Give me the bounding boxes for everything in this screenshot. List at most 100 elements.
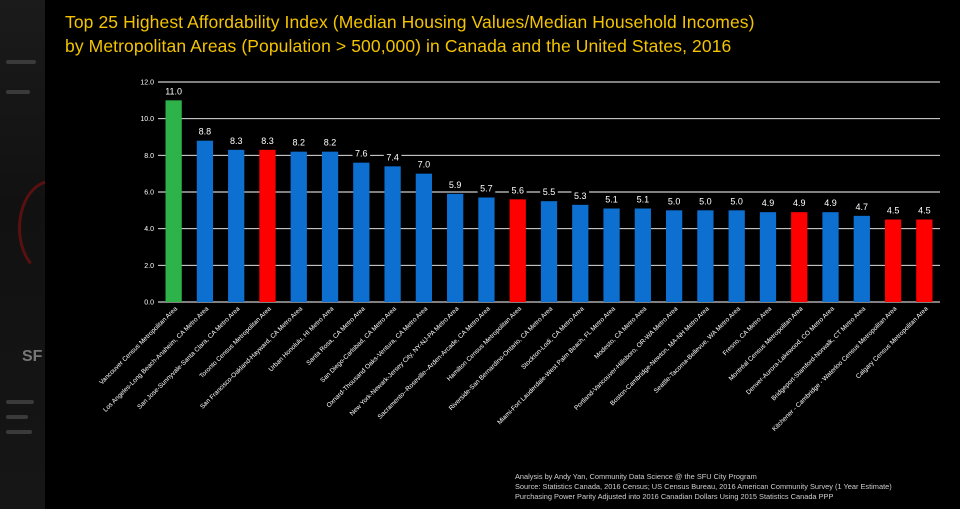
data-label: 5.0	[699, 196, 712, 206]
bar	[165, 100, 182, 302]
bar	[759, 212, 777, 302]
chart-title-line-1: Top 25 Highest Affordability Index (Medi…	[65, 12, 755, 32]
data-label-background	[415, 158, 433, 170]
bar	[728, 210, 745, 302]
source-note: Analysis by Andy Yan, Community Data Sci…	[515, 472, 892, 502]
bar	[884, 219, 902, 302]
background-text-line	[6, 60, 36, 64]
data-label-background	[289, 136, 308, 148]
data-label: 7.6	[355, 149, 368, 159]
x-tick-label: Urban Honolulu, HI Metro Area	[268, 305, 336, 373]
data-label-background	[540, 186, 558, 198]
data-label: 4.5	[887, 206, 900, 216]
bar	[290, 151, 307, 302]
data-label-background	[162, 85, 186, 97]
source-line-2: Source: Statistics Canada, 2016 Census; …	[515, 482, 892, 491]
background-heading: SF	[22, 348, 43, 365]
bar	[259, 149, 276, 302]
data-label: 5.1	[605, 195, 618, 205]
data-label: 8.3	[230, 136, 243, 146]
y-tick-label: 4.0	[144, 226, 154, 233]
data-label: 5.6	[511, 185, 524, 195]
data-label-background	[321, 136, 339, 148]
data-label-background	[696, 195, 715, 207]
data-label: 5.5	[543, 187, 556, 197]
background-page: SF	[0, 0, 84, 509]
bar	[665, 210, 683, 302]
y-tick-label: 2.0	[144, 263, 154, 270]
data-label: 11.0	[165, 86, 182, 96]
x-tick-label: Sacramento--Roseville--Arden-Arcade, CA …	[377, 305, 493, 421]
bar	[603, 208, 620, 302]
y-tick-label: 12.0	[140, 80, 154, 87]
data-label: 7.4	[386, 152, 399, 162]
bar	[822, 212, 839, 302]
data-label-background	[196, 125, 214, 137]
background-text-line	[6, 415, 28, 419]
background-text-line	[6, 400, 34, 404]
source-line-3: Purchasing Power Parity Adjusted into 20…	[515, 492, 834, 501]
data-label-background	[759, 197, 777, 209]
chart-title-line-2: by Metropolitan Areas (Population > 500,…	[65, 36, 732, 56]
data-label: 8.8	[199, 127, 212, 137]
data-label-background	[571, 189, 590, 201]
bar	[572, 204, 589, 302]
data-label-background	[790, 197, 809, 209]
bar	[478, 197, 495, 302]
bar	[384, 166, 401, 302]
data-label: 4.9	[793, 198, 806, 208]
bar	[540, 201, 558, 302]
y-tick-label: 8.0	[144, 153, 154, 160]
data-label: 4.9	[824, 198, 837, 208]
data-label-background	[884, 204, 902, 216]
source-line-1: Analysis by Andy Yan, Community Data Sci…	[515, 472, 757, 481]
data-label-background	[727, 195, 746, 207]
x-tick-label: Calgary Census Metropolitan Area	[855, 305, 930, 380]
data-label: 4.9	[762, 198, 775, 208]
bar	[447, 193, 464, 302]
bar	[509, 199, 526, 302]
data-label: 5.0	[730, 196, 743, 206]
bar	[353, 162, 370, 302]
data-label-background	[853, 200, 871, 212]
y-tick-label: 0.0	[144, 300, 154, 307]
chart-slide: Top 25 Highest Affordability Index (Medi…	[45, 0, 960, 509]
data-label-background	[665, 195, 683, 207]
x-tick-label: Los Angeles-Long Beach-Anaheim, CA Metro…	[102, 305, 210, 413]
y-tick-label: 10.0	[140, 116, 154, 123]
bar	[916, 219, 933, 302]
x-tick-label: Miami-Fort Lauderdale-West Palm Beach, F…	[496, 305, 617, 426]
bar	[196, 140, 214, 302]
y-tick-label: 6.0	[144, 190, 154, 197]
chart-title: Top 25 Highest Affordability Index (Medi…	[65, 10, 755, 58]
data-label-background	[477, 182, 496, 194]
data-label: 4.5	[918, 206, 931, 216]
data-label-background	[602, 193, 621, 205]
data-label: 7.0	[418, 160, 431, 170]
data-label-background	[227, 134, 245, 146]
bar	[634, 208, 651, 302]
data-label-background	[915, 204, 934, 216]
data-label: 8.3	[261, 136, 274, 146]
bar	[791, 212, 808, 302]
data-label: 5.3	[574, 191, 587, 201]
x-tick-label: Modesto, CA Metro Area	[593, 305, 648, 360]
data-label: 4.7	[856, 202, 869, 212]
data-label-background	[821, 197, 840, 209]
bar	[697, 210, 714, 302]
x-tick-label: Stockton-Lodi, CA Metro Area	[520, 305, 586, 371]
bar	[228, 149, 245, 302]
background-text-line	[6, 430, 32, 434]
data-label-background	[446, 178, 464, 190]
data-label: 8.2	[324, 138, 337, 148]
data-label-background	[352, 147, 371, 159]
data-label-background	[634, 193, 652, 205]
x-tick-label: New York-Newark-Jersey City, NY-NJ-PA Me…	[349, 305, 461, 417]
bar	[321, 151, 339, 302]
x-tick-label: Santa Rosa, CA Metro Area	[305, 305, 367, 367]
data-label: 5.7	[480, 184, 493, 194]
data-label-background	[383, 151, 402, 163]
data-label-background	[258, 134, 277, 146]
background-text-line	[6, 90, 30, 94]
